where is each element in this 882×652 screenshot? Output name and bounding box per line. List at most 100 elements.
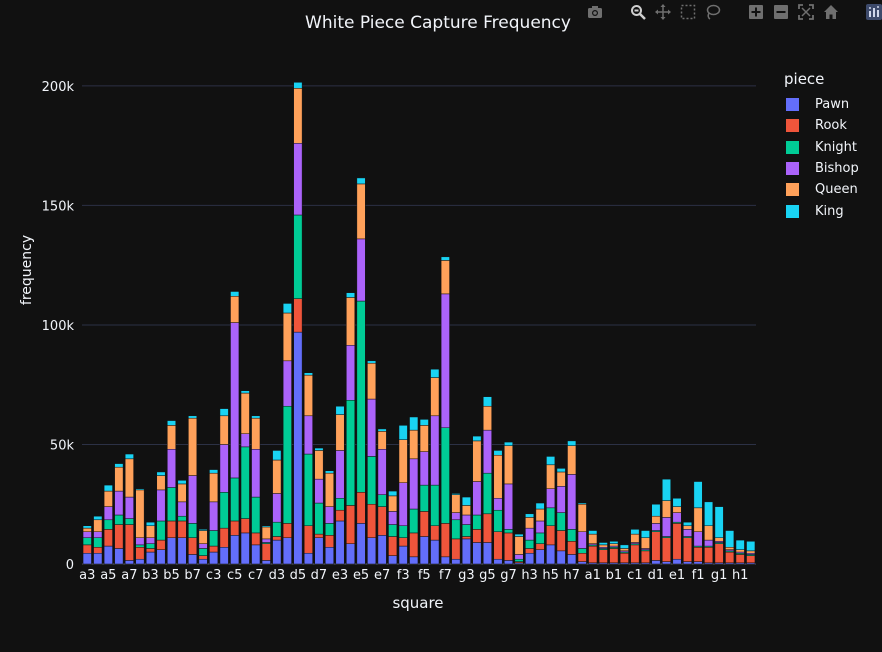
bar-rook-d8[interactable] <box>325 535 334 548</box>
bar-king-a3[interactable] <box>82 525 92 529</box>
bar-rook-b3[interactable] <box>145 548 155 553</box>
bar-pawn-g6[interactable] <box>493 558 503 565</box>
bar-knight-e4[interactable] <box>346 400 356 506</box>
bar-bishop-g7[interactable] <box>504 483 513 530</box>
bar-bishop-b3[interactable] <box>145 537 155 544</box>
bar-king-d3[interactable] <box>272 450 282 461</box>
bar-bishop-f5[interactable] <box>419 451 429 486</box>
bar-queen-f2[interactable] <box>704 525 714 541</box>
bar-bishop-e8[interactable] <box>388 511 398 525</box>
bar-king-g2[interactable] <box>725 530 735 548</box>
bar-rook-g4[interactable] <box>472 529 482 543</box>
bar-knight-f4[interactable] <box>409 508 419 534</box>
bar-queen-a1[interactable] <box>588 533 598 544</box>
bar-queen-b7[interactable] <box>188 417 198 476</box>
bar-rook-d2[interactable] <box>662 537 671 562</box>
bar-pawn-c5[interactable] <box>230 535 240 565</box>
bar-queen-e8[interactable] <box>388 495 398 512</box>
bar-king-g1[interactable] <box>714 506 724 538</box>
bar-knight-b8[interactable] <box>198 548 208 556</box>
bar-rook-g6[interactable] <box>493 531 503 560</box>
bar-knight-a8[interactable] <box>135 544 145 548</box>
bar-knight-d3[interactable] <box>272 521 282 537</box>
bar-rook-c3[interactable] <box>209 545 219 553</box>
bar-rook-a3[interactable] <box>82 544 92 554</box>
bar-king-d6[interactable] <box>303 372 313 376</box>
bar-knight-a5[interactable] <box>103 519 113 530</box>
lasso-select-icon[interactable] <box>700 2 725 22</box>
bar-rook-c8[interactable] <box>261 543 271 561</box>
bar-rook-h4[interactable] <box>535 543 545 550</box>
bar-queen-g8[interactable] <box>514 536 524 555</box>
bar-bishop-d3[interactable] <box>272 493 282 523</box>
bar-queen-d3[interactable] <box>272 459 282 494</box>
bar-king-d2[interactable] <box>662 478 671 501</box>
bar-king-e7[interactable] <box>377 428 387 432</box>
bar-rook-e2[interactable] <box>683 537 693 562</box>
bar-queen-d8[interactable] <box>325 472 334 507</box>
bar-bishop-f2[interactable] <box>704 539 714 547</box>
autoscale-icon[interactable] <box>793 2 818 22</box>
bar-bishop-d2[interactable] <box>662 517 671 537</box>
legend-item-queen[interactable]: Queen <box>784 179 859 200</box>
pan-icon[interactable] <box>650 2 675 22</box>
bar-rook-c6[interactable] <box>240 518 250 534</box>
bar-queen-f8[interactable] <box>451 494 461 513</box>
bar-bishop-e1[interactable] <box>672 512 682 523</box>
bar-knight-a3[interactable] <box>82 537 92 546</box>
zoom-out-icon[interactable] <box>768 2 793 22</box>
bar-queen-a2[interactable] <box>598 544 608 548</box>
bar-king-h3[interactable] <box>525 513 535 518</box>
bar-pawn-e4[interactable] <box>346 543 356 565</box>
bar-king-e1[interactable] <box>672 498 682 507</box>
bar-knight-h4[interactable] <box>535 532 545 544</box>
bar-knight-b7[interactable] <box>188 523 198 538</box>
reset-axes-icon[interactable] <box>818 2 843 22</box>
bar-bishop-b4[interactable] <box>156 489 166 522</box>
bar-king-g5[interactable] <box>482 396 492 407</box>
bar-bishop-a5[interactable] <box>103 506 113 521</box>
bar-bishop-h8[interactable] <box>577 531 587 549</box>
bar-knight-g5[interactable] <box>482 472 492 515</box>
box-select-icon[interactable] <box>675 2 700 22</box>
bar-pawn-e5[interactable] <box>356 523 366 565</box>
bar-pawn-d2[interactable] <box>662 561 671 565</box>
bar-rook-g2[interactable] <box>725 551 735 564</box>
bar-knight-h5[interactable] <box>546 507 556 527</box>
bar-pawn-g4[interactable] <box>472 542 482 565</box>
bar-queen-f4[interactable] <box>409 429 419 460</box>
bar-queen-c4[interactable] <box>219 415 229 445</box>
bar-rook-f8[interactable] <box>451 538 461 560</box>
bar-bishop-c6[interactable] <box>240 433 250 448</box>
bar-knight-h7[interactable] <box>567 529 577 542</box>
bar-rook-h6[interactable] <box>556 530 566 552</box>
bar-pawn-f5[interactable] <box>419 536 429 565</box>
bar-bishop-a7[interactable] <box>124 496 134 519</box>
bar-king-h5[interactable] <box>546 456 556 466</box>
bar-knight-d6[interactable] <box>303 453 313 527</box>
bar-rook-h8[interactable] <box>577 552 587 562</box>
bar-queen-e3[interactable] <box>335 414 345 451</box>
bar-king-a4[interactable] <box>93 515 103 521</box>
bar-rook-e6[interactable] <box>367 503 377 538</box>
bar-rook-d7[interactable] <box>314 533 324 538</box>
bar-rook-e8[interactable] <box>388 536 398 556</box>
bar-queen-b5[interactable] <box>167 425 176 450</box>
bar-queen-g5[interactable] <box>482 405 492 431</box>
bar-king-b8[interactable] <box>198 529 208 531</box>
bar-pawn-d1[interactable] <box>651 560 661 565</box>
bar-pawn-e2[interactable] <box>683 561 693 565</box>
bar-knight-b3[interactable] <box>145 543 155 549</box>
bar-bishop-h3[interactable] <box>525 527 535 541</box>
bar-bishop-e7[interactable] <box>377 449 387 495</box>
bar-queen-g4[interactable] <box>472 440 482 482</box>
bar-pawn-d3[interactable] <box>272 539 282 565</box>
bar-pawn-c4[interactable] <box>219 547 229 565</box>
bar-pawn-f7[interactable] <box>440 556 450 565</box>
bar-king-d4[interactable] <box>282 303 292 314</box>
bar-king-a2[interactable] <box>598 542 608 546</box>
bar-rook-e1[interactable] <box>672 523 682 560</box>
bar-bishop-h6[interactable] <box>556 486 566 513</box>
bar-king-f1[interactable] <box>693 481 703 509</box>
bar-king-a6[interactable] <box>114 463 124 468</box>
